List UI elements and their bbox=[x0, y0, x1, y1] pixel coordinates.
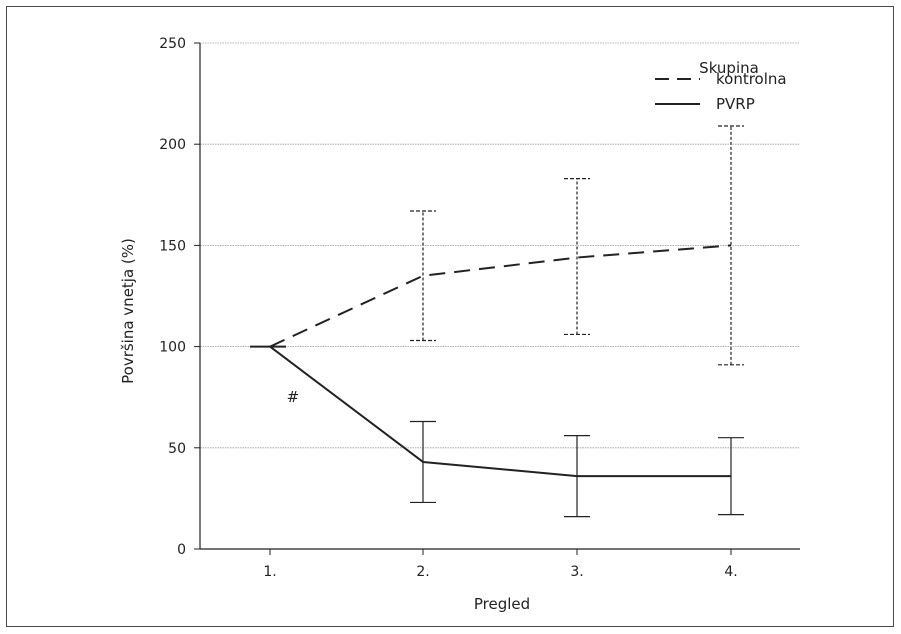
legend-title: Skupina bbox=[699, 59, 759, 77]
series-layer: # bbox=[250, 125, 744, 518]
legend: Skupina kontrolna PVRP bbox=[655, 59, 787, 113]
annotation: # bbox=[287, 388, 300, 406]
series-kontrolna bbox=[269, 125, 744, 366]
y-tick-label: 250 bbox=[159, 36, 186, 52]
chart-frame bbox=[6, 6, 894, 627]
y-tick-label: 0 bbox=[177, 542, 186, 558]
legend-label-pvrp: PVRP bbox=[716, 95, 755, 113]
x-axis-title: Pregled bbox=[474, 595, 530, 613]
y-axis-title: Površina vnetja (%) bbox=[119, 238, 137, 384]
y-tick-label: 50 bbox=[168, 441, 186, 457]
series-pvrp bbox=[269, 345, 744, 518]
x-tick-label: 1. bbox=[263, 564, 276, 580]
y-tick-label: 200 bbox=[159, 137, 186, 153]
x-tick-label: 4. bbox=[724, 564, 737, 580]
series-line bbox=[269, 345, 731, 478]
x-tick-label: 3. bbox=[570, 564, 583, 580]
gridlines bbox=[200, 42, 800, 449]
x-tick-label: 2. bbox=[416, 564, 429, 580]
y-tick-label: 150 bbox=[159, 238, 186, 254]
y-tick-label: 100 bbox=[159, 340, 186, 356]
axes: 0 50 100 150 200 250 1. 2. 3. 4. bbox=[159, 36, 800, 580]
legend-label-kontrolna: kontrolna bbox=[716, 70, 787, 88]
series-line bbox=[269, 244, 732, 348]
